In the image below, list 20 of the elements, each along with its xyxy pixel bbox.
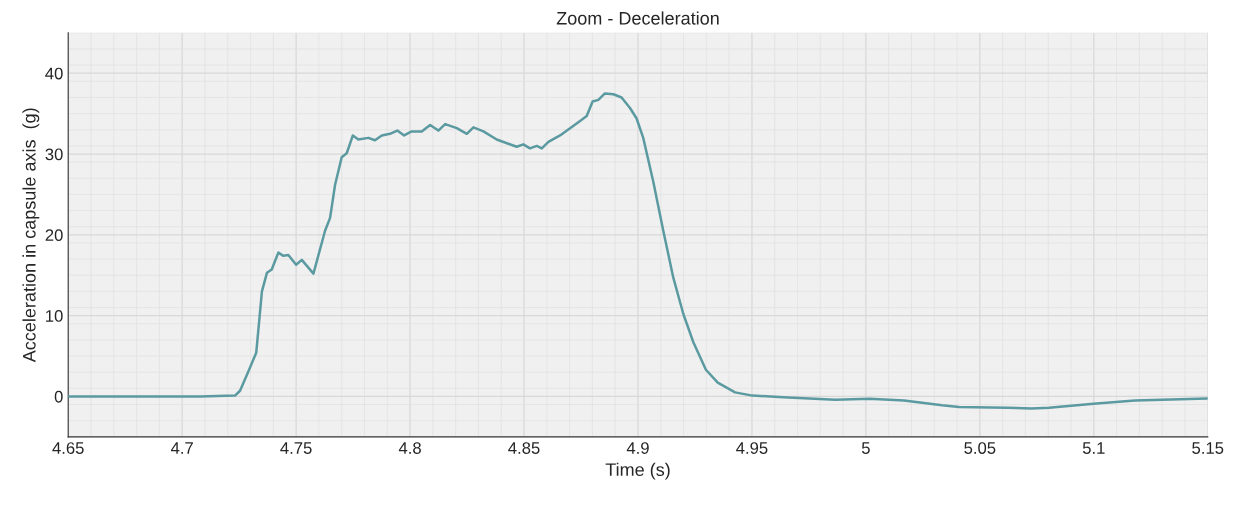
x-tick-label: 4.7 [170,442,193,454]
line-series [68,92,1208,410]
x-tick-label: 4.75 [280,442,312,454]
x-tick-label: 4.8 [398,442,421,454]
x-tick-label: 4.85 [508,442,540,454]
y-tick-label: 10 [46,310,63,322]
x-tick-label: 5.1 [1082,442,1105,454]
x-tick-label: 4.65 [52,442,84,454]
x-tick-label: 5.15 [1192,442,1224,454]
x-axis-title: Time (s) [605,462,670,480]
y-tick-label: 0 [54,390,63,403]
y-tick-label: 30 [45,148,63,161]
x-tick-label: 4.95 [736,442,768,454]
chart-title: Zoom - Deceleration [556,11,719,25]
x-tick-label: 5 [861,442,870,454]
y-axis-title: Acceleration in capsule axis (g) [22,108,40,363]
y-tick-label: 20 [45,229,63,242]
x-tick-label: 4.9 [626,442,649,454]
y-tick-label: 40 [45,67,63,80]
x-tick-label: 5.05 [964,442,996,454]
